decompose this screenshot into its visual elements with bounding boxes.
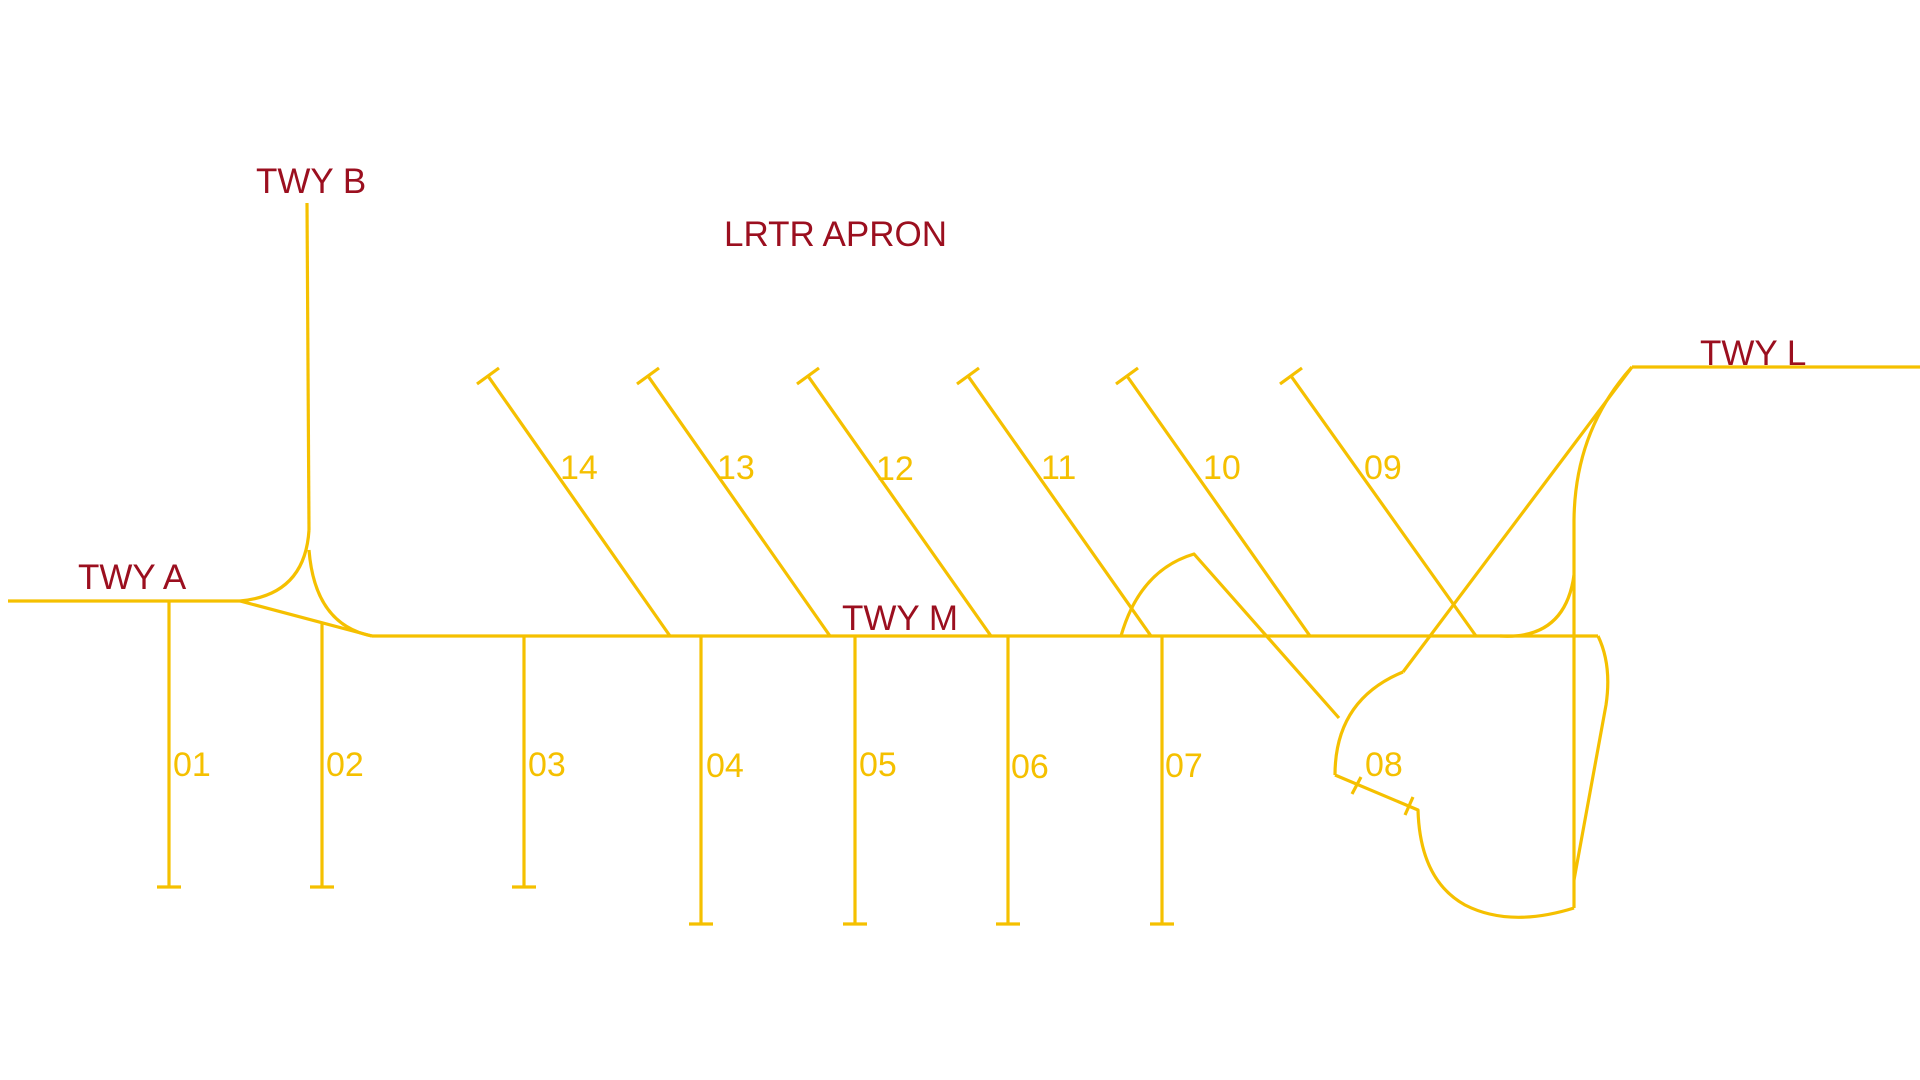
twy-l-curve (1572, 365, 1634, 880)
twy-b-label: TWY B (256, 162, 366, 201)
stand-label-01: 01 (173, 746, 211, 784)
stand-label-07: 07 (1165, 747, 1203, 785)
loop-west (1333, 670, 1404, 776)
stand-label-11: 11 (1041, 449, 1076, 487)
stand-11-line (966, 375, 1153, 637)
stand-label-13: 13 (717, 449, 755, 487)
stand-08-stop-a (1350, 776, 1363, 795)
stand-12-line (806, 375, 993, 637)
stand-label-10: 10 (1203, 449, 1241, 487)
twy-m-label: TWY M (842, 599, 958, 638)
stand-12-stop-bar (796, 366, 820, 386)
twy-a-m-connector (239, 599, 373, 638)
twy-l-diagonal (1401, 366, 1634, 673)
stand-label-03: 03 (528, 746, 566, 784)
stand-label-14: 14 (560, 449, 598, 487)
stand-label-09: 09 (1364, 449, 1402, 487)
twy-l-label: TWY L (1700, 334, 1806, 373)
stand-14-stop-bar (476, 366, 500, 386)
stand-label-05: 05 (859, 746, 897, 784)
twy-a-label: TWY A (78, 558, 187, 597)
stand-13-line (646, 375, 832, 637)
stand-09-line (1289, 375, 1478, 637)
stand-09-stop-bar (1279, 366, 1303, 386)
stand-label-08: 08 (1365, 746, 1403, 784)
stand-label-04: 04 (706, 747, 744, 785)
stand-label-12: 12 (876, 450, 914, 488)
twy-b-fillet-left (239, 529, 311, 603)
apron-title: LRTR APRON (724, 215, 947, 254)
stand-10-stop-bar (1115, 366, 1139, 386)
stand-13-stop-bar (636, 366, 660, 386)
stand-10-line (1125, 375, 1312, 637)
loop-south (1334, 773, 1575, 919)
stand-label-06: 06 (1011, 748, 1049, 786)
stand-08-lead-in (1119, 552, 1341, 720)
twy-l-fillet (1499, 574, 1576, 638)
loop-east (1572, 635, 1610, 881)
stand-11-stop-bar (956, 366, 980, 386)
stand-08-stop-b (1403, 796, 1415, 816)
stand-14-line (486, 375, 672, 637)
stand-label-02: 02 (326, 746, 364, 784)
twy-b-line (305, 202, 311, 531)
